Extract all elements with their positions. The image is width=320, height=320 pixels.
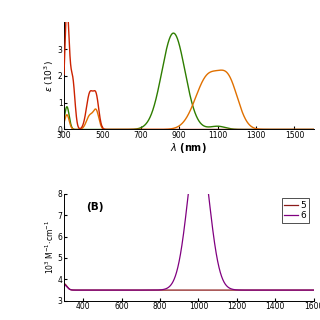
5 <box>109 288 113 292</box>
Y-axis label: $\varepsilon$ (10$^3$): $\varepsilon$ (10$^3$) <box>43 60 56 92</box>
5 <box>275 288 279 292</box>
6 <box>275 288 279 292</box>
6 <box>196 136 200 140</box>
6 <box>231 287 235 291</box>
Line: 6: 6 <box>64 138 320 290</box>
5 <box>218 288 221 292</box>
6 <box>86 288 90 292</box>
X-axis label: $\lambda$ (nm): $\lambda$ (nm) <box>171 141 207 155</box>
6 <box>62 283 66 287</box>
Line: 5: 5 <box>64 284 320 290</box>
5 <box>62 282 66 285</box>
6 <box>161 288 165 292</box>
5 <box>231 288 235 292</box>
6 <box>218 268 221 272</box>
Legend: 5, 6: 5, 6 <box>282 198 309 223</box>
5 <box>161 288 165 292</box>
5 <box>256 288 260 292</box>
5 <box>86 288 90 292</box>
6 <box>256 288 260 292</box>
Text: (B): (B) <box>86 202 104 212</box>
6 <box>109 288 113 292</box>
Y-axis label: $10^3$ M$^{-1}$$\cdot$cm$^{-1}$: $10^3$ M$^{-1}$$\cdot$cm$^{-1}$ <box>44 220 56 274</box>
